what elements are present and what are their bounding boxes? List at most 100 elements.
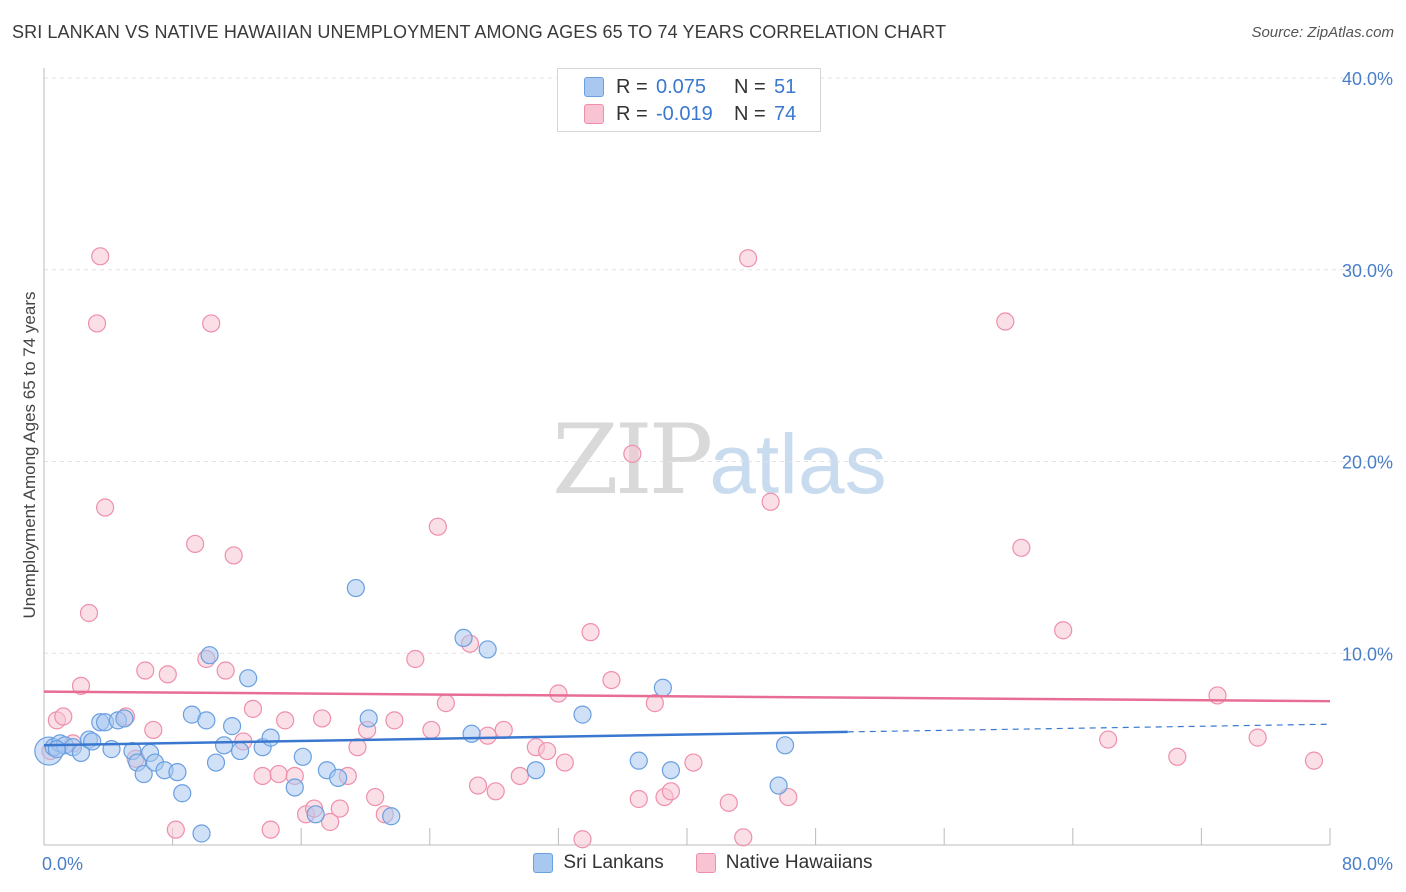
native-hawaiian-point: [144, 720, 163, 740]
sri-lankan-point: [359, 709, 378, 728]
x-tick-max: 80.0%: [1342, 854, 1393, 874]
sri-lankan-point: [115, 709, 134, 728]
native-hawaiian-point: [366, 787, 385, 807]
legend-r-label: R =: [616, 75, 648, 98]
legend-r-value: -0.019: [656, 102, 713, 125]
native-hawaiian-point: [261, 820, 280, 839]
native-hawaiian-point: [494, 720, 513, 740]
legend-swatch-native-hawaiians: [695, 853, 716, 873]
native-hawaiian-point: [385, 711, 404, 730]
sri-lankan-point: [231, 741, 250, 761]
native-hawaiian-point: [629, 789, 648, 809]
native-hawaiian-point: [186, 534, 205, 554]
sri-lankan-point: [478, 640, 497, 659]
native-hawaiian-point: [719, 793, 738, 812]
native-hawaiian-point: [269, 764, 288, 784]
native-hawaiian-point: [312, 709, 332, 728]
native-hawaiian-point: [734, 828, 753, 847]
native-hawaiian-point: [1168, 747, 1187, 766]
source-label: Source: ZipAtlas.com: [1251, 24, 1394, 41]
native-hawaiian-point: [136, 661, 155, 680]
sri-lankan-point: [293, 747, 312, 766]
y-tick-label: 20.0%: [1342, 453, 1393, 473]
legend-n-label: N =: [734, 102, 766, 125]
sri-lankan-point: [573, 705, 592, 724]
native-hawaiian-point: [216, 661, 235, 680]
native-hawaiian-point: [761, 492, 780, 511]
sri-lankan-point: [454, 628, 473, 648]
legend-item-native-hawaiians: Native Hawaiians: [695, 852, 873, 874]
native-hawaiian-point: [549, 684, 568, 703]
native-hawaiian-trend-line: [43, 690, 1331, 703]
legend-swatch-sri-lankans: [584, 77, 604, 97]
watermark-atlas: atlas: [709, 417, 887, 511]
native-hawaiian-point: [1054, 621, 1073, 640]
native-hawaiian-point: [510, 766, 529, 786]
sri-lankan-point: [173, 784, 192, 803]
sri-lankan-point: [346, 578, 365, 598]
sri-lankan-point: [206, 753, 226, 772]
native-hawaiian-point: [1099, 730, 1118, 749]
native-hawaiian-point: [436, 694, 455, 713]
sri-lankan-trend-line: [43, 730, 848, 747]
legend-row-native-hawaiians: R = -0.019 N = 74: [558, 100, 796, 128]
sri-lankan-point: [661, 761, 681, 780]
legend-r-label: R =: [616, 102, 648, 125]
legend-swatch-sri-lankans: [533, 853, 554, 873]
native-hawaiian-point: [602, 670, 621, 690]
sri-lankan-point: [83, 732, 102, 751]
legend-row-sri-lankans: R = 0.075 N = 51: [558, 73, 796, 101]
sri-lankan-point: [197, 711, 216, 730]
native-hawaiian-point: [555, 753, 574, 772]
native-hawaiian-point: [330, 799, 349, 818]
native-hawaiian-point: [253, 766, 272, 786]
legend-item-sri-lankans: Sri Lankans: [533, 852, 664, 874]
native-hawaiian-point: [87, 314, 107, 333]
watermark: ZIPatlas: [552, 404, 887, 516]
native-hawaiian-point: [166, 820, 185, 839]
native-hawaiian-point: [71, 676, 91, 695]
sri-lankan-point: [775, 736, 795, 755]
native-hawaiian-point: [581, 623, 600, 642]
native-hawaiian-point: [478, 726, 497, 745]
native-hawaiian-point: [1304, 751, 1324, 770]
data-points: [34, 247, 1324, 849]
native-hawaiian-point: [645, 694, 664, 713]
sri-lankan-point: [222, 717, 242, 736]
y-tick-labels: 10.0% 20.0% 30.0% 40.0%: [1342, 69, 1393, 664]
sri-lankan-point: [526, 761, 545, 780]
sri-lankan-point: [769, 776, 788, 795]
sri-lankan-point: [285, 778, 304, 797]
x-tick-min: 0.0%: [42, 854, 83, 874]
series-legend: Sri Lankans Native Hawaiians: [0, 852, 1406, 874]
sri-lankan-point: [200, 646, 219, 665]
sri-lankan-point: [192, 824, 211, 843]
native-hawaiian-point: [276, 711, 295, 730]
native-hawaiian-point: [321, 812, 340, 832]
sri-lankan-point: [47, 740, 66, 759]
native-hawaiian-point: [623, 444, 642, 463]
sri-lankan-point: [462, 724, 481, 743]
native-hawaiian-point: [243, 699, 263, 718]
native-hawaiian-point: [661, 782, 681, 801]
native-hawaiian-point: [202, 314, 221, 333]
sri-lankan-point: [168, 763, 187, 782]
sri-lankan-point: [214, 736, 234, 755]
native-hawaiian-point: [91, 247, 110, 266]
sri-lankan-trend-extension: [847, 723, 1331, 733]
native-hawaiian-point: [224, 546, 243, 565]
legend-label-native-hawaiians: Native Hawaiians: [725, 852, 873, 873]
native-hawaiian-point: [684, 753, 703, 772]
native-hawaiian-point: [406, 649, 425, 669]
y-tick-label: 10.0%: [1342, 644, 1393, 664]
sri-lankan-point: [306, 805, 325, 824]
sri-lankan-point: [382, 807, 401, 826]
native-hawaiian-point: [468, 776, 488, 795]
native-hawaiian-point: [348, 738, 367, 757]
legend-r-value: 0.075: [656, 75, 707, 98]
legend-n-value: 74: [774, 102, 797, 125]
sri-lankan-point: [653, 678, 672, 697]
native-hawaiian-point: [95, 498, 115, 517]
chart-title: SRI LANKAN VS NATIVE HAWAIIAN UNEMPLOYME…: [12, 22, 947, 42]
